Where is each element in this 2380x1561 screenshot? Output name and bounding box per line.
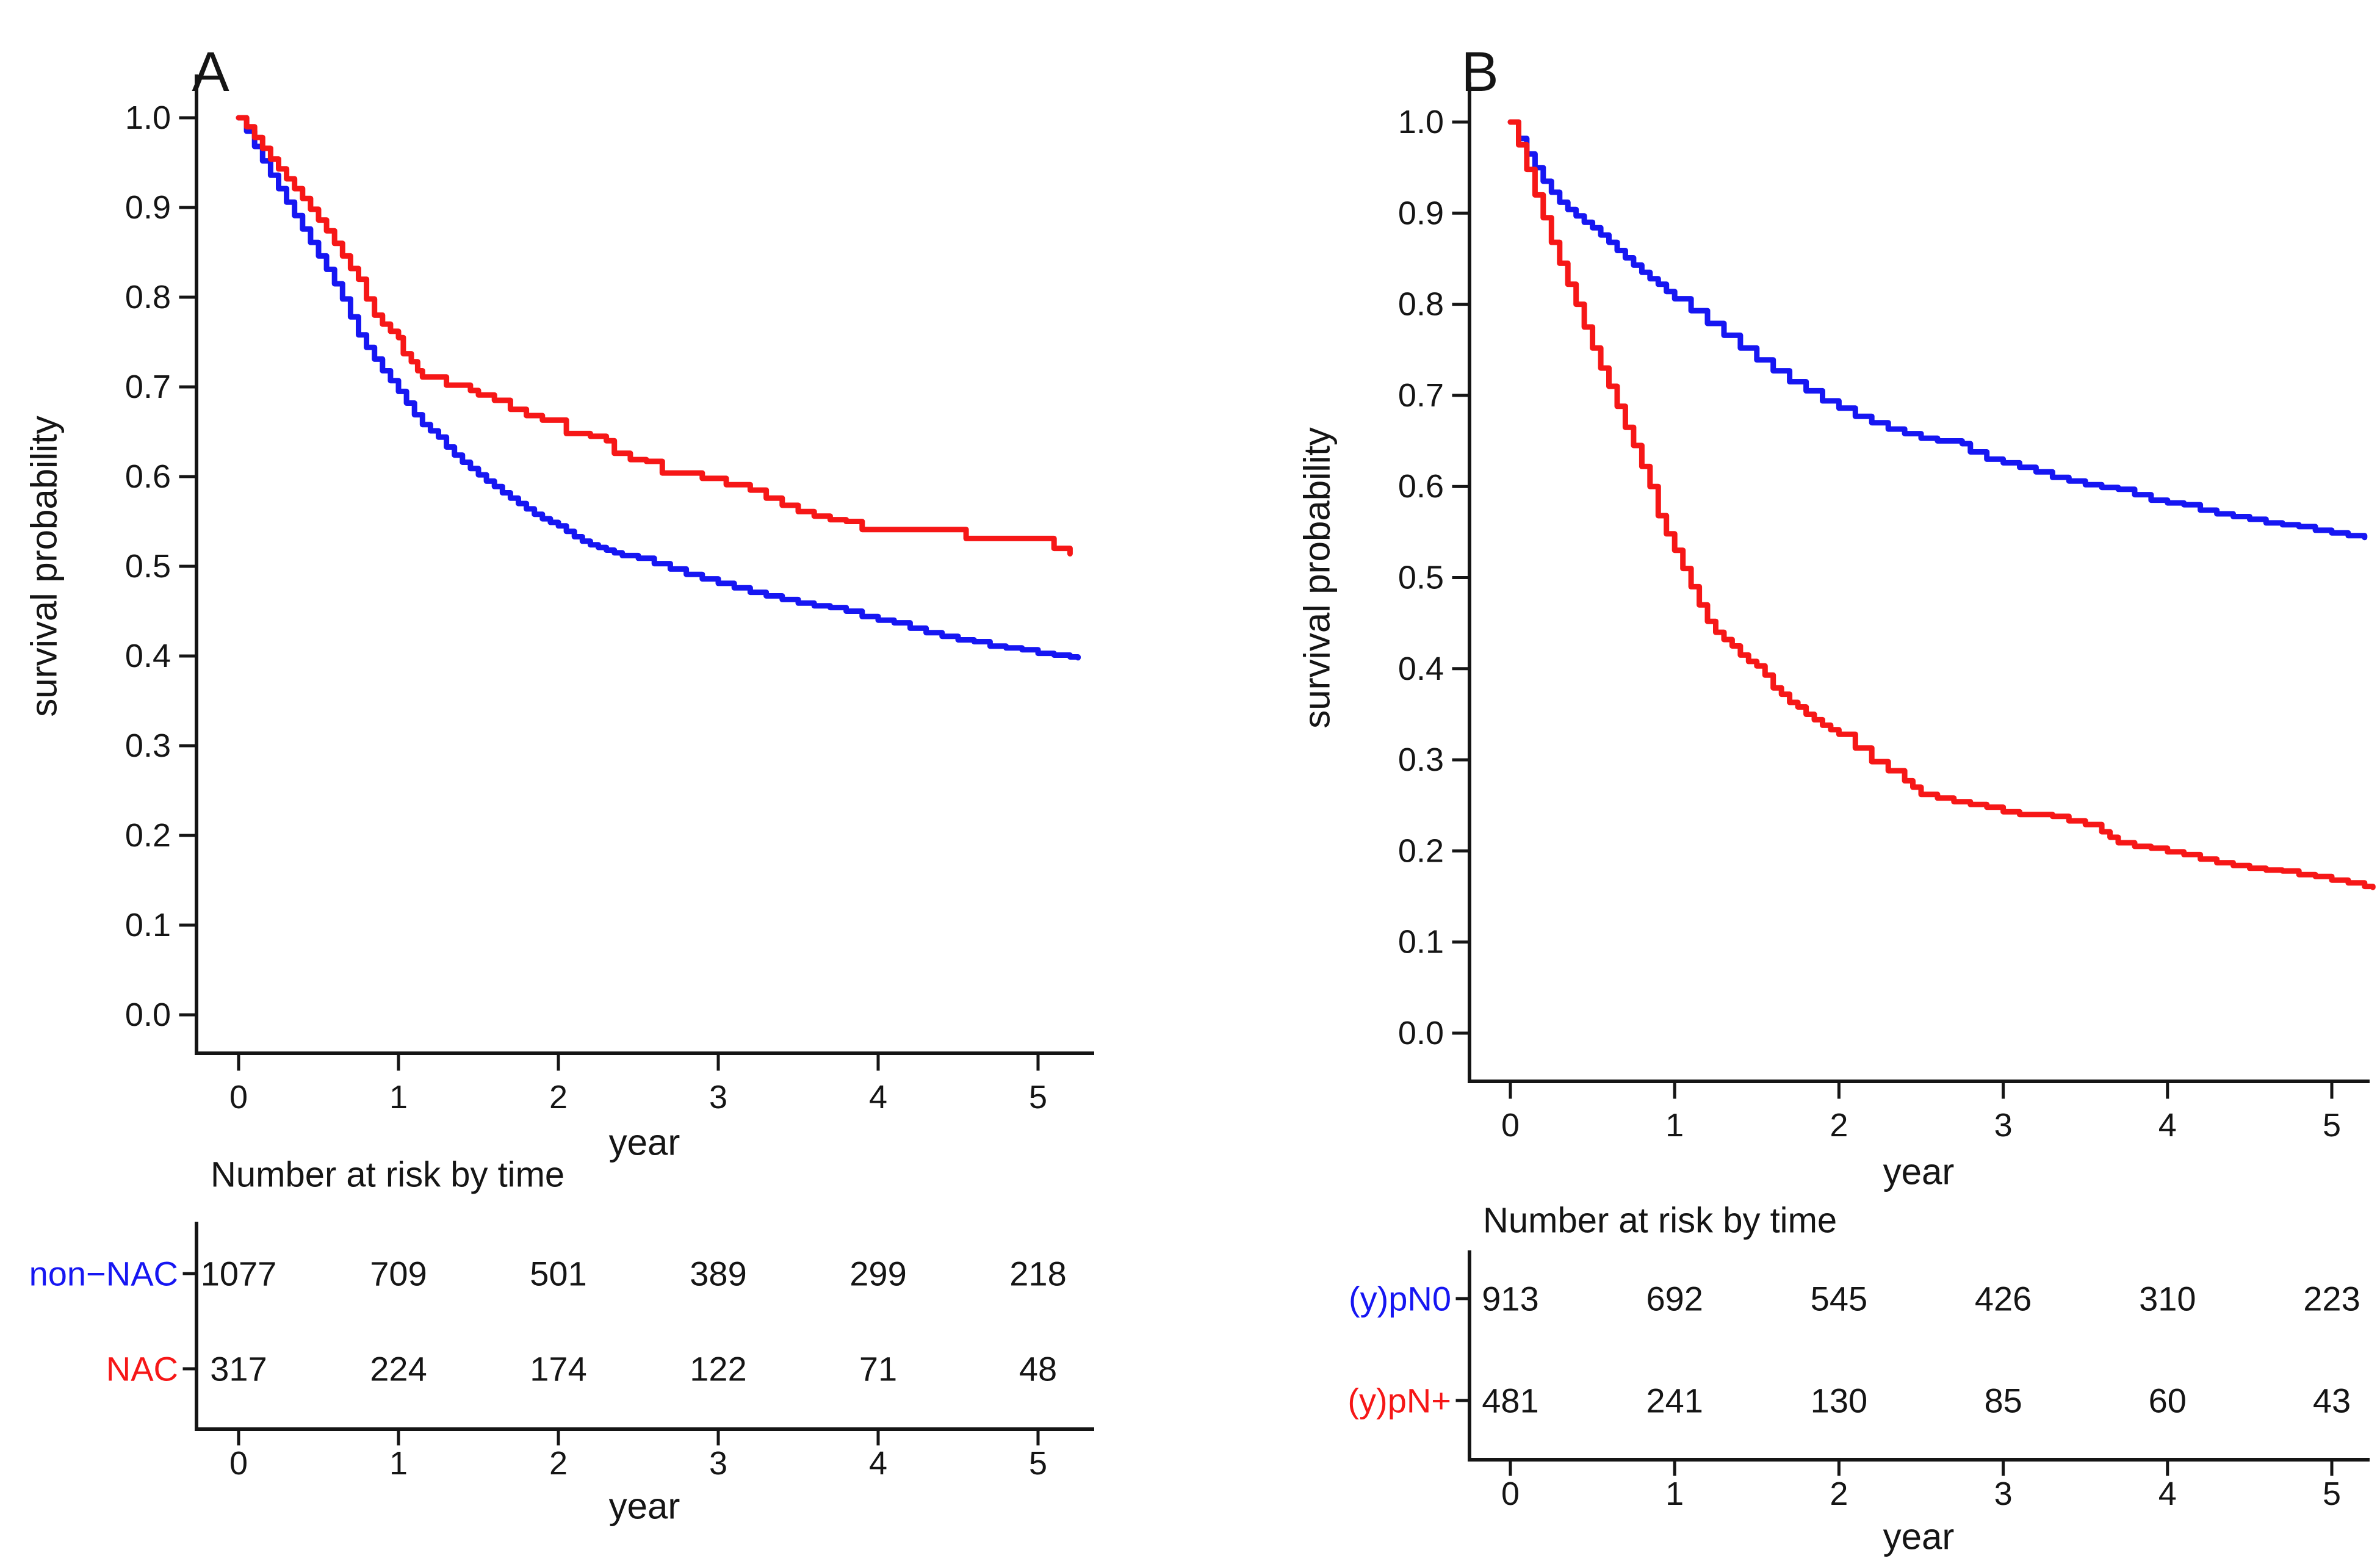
risk-count: 43 [2313, 1382, 2351, 1420]
risk-count: 545 [1811, 1280, 1867, 1318]
panel-b: B 0.0 0.1 0.2 0.3 0.4 0.5 0.6 0.7 0.8 0.9 1.0 0 1 2 3 4 5… [1297, 41, 2376, 1557]
risk-count: 85 [1984, 1382, 2022, 1420]
y-tick-label: 0.5 [125, 548, 171, 585]
risk-x-tick-label: 2 [1830, 1476, 1848, 1512]
y-tick-label: 0.3 [125, 727, 171, 764]
risk-table-b: Number at risk by time 0 1 2 3 4 5 year (y)pN0 91… [1347, 1201, 2370, 1557]
y-tick-label: 0.2 [125, 817, 171, 854]
y-tick-label: 0.7 [125, 369, 171, 405]
risk-count: 426 [1975, 1280, 2032, 1318]
y-tick-label: 1.0 [125, 99, 171, 136]
risk-row-label: (y)pN+ [1347, 1382, 1451, 1420]
risk-count: 310 [2139, 1280, 2196, 1318]
x-tick-label: 3 [1994, 1107, 2013, 1144]
y-tick-label: 0.1 [125, 907, 171, 943]
y-axis-title: survival probability [24, 416, 65, 717]
risk-x-axis-title: year [609, 1486, 680, 1527]
risk-count: 481 [1482, 1382, 1538, 1420]
risk-count: 60 [2149, 1382, 2187, 1420]
risk-row-label: NAC [106, 1350, 178, 1388]
risk-x-tick-label: 1 [1665, 1476, 1684, 1512]
y-tick-label: 0.8 [1398, 286, 1444, 323]
risk-count: 299 [849, 1255, 906, 1293]
risk-count: 709 [370, 1255, 427, 1293]
x-tick-label: 1 [1665, 1107, 1684, 1144]
risk-count: 122 [690, 1350, 746, 1388]
y-tick-label: 0.0 [125, 997, 171, 1033]
risk-count: 317 [210, 1350, 267, 1388]
risk-count: 174 [530, 1350, 586, 1388]
risk-x-tick-label: 0 [229, 1445, 248, 1482]
x-tick-label: 5 [2323, 1107, 2341, 1144]
risk-x-tick-label: 5 [2323, 1476, 2341, 1512]
x-axis-title: year [1883, 1152, 1955, 1192]
risk-x-tick-label: 0 [1501, 1476, 1520, 1512]
curve-group2 [1507, 119, 2376, 890]
panel-letter-b: B [1461, 41, 1498, 103]
risk-table-title: Number at risk by time [211, 1155, 564, 1195]
y-tick-label: 0.7 [1398, 377, 1444, 414]
curve-group1 [1507, 119, 2368, 541]
risk-count: 218 [1009, 1255, 1066, 1293]
x-tick-label: 1 [389, 1079, 408, 1116]
y-tick-label: 0.3 [1398, 741, 1444, 778]
risk-count: 241 [1646, 1382, 1703, 1420]
risk-table-a: Number at risk by time 0 1 2 3 4 5 year non−NAC 1… [29, 1155, 1094, 1527]
y-tick-label: 1.0 [1398, 104, 1444, 140]
panel-a: A0.00.10.20.30.40.50.60.70.80.91.00 1 2 3 4 5… [24, 41, 1094, 1527]
y-tick-label: 0.4 [125, 638, 171, 674]
risk-row-label: non−NAC [29, 1255, 178, 1293]
risk-x-tick-label: 3 [1994, 1476, 2013, 1512]
risk-count: 913 [1482, 1280, 1538, 1318]
y-tick-label: 0.1 [1398, 924, 1444, 961]
risk-count: 130 [1811, 1382, 1867, 1420]
y-tick-label: 0.0 [1398, 1015, 1444, 1051]
y-tick-label: 0.6 [125, 458, 171, 495]
risk-count: 223 [2303, 1280, 2360, 1318]
risk-count: 224 [370, 1350, 427, 1388]
risk-count: 389 [690, 1255, 746, 1293]
risk-count: 501 [530, 1255, 586, 1293]
y-tick-label: 0.5 [1398, 560, 1444, 596]
y-tick-label: 0.9 [1398, 195, 1444, 231]
y-tick-label: 0.2 [1398, 832, 1444, 869]
risk-x-tick-label: 3 [709, 1445, 727, 1482]
risk-x-tick-label: 5 [1029, 1445, 1047, 1482]
x-axis-title: year [609, 1122, 680, 1163]
x-tick-label: 0 [1501, 1107, 1520, 1144]
y-tick-label: 0.4 [1398, 651, 1444, 687]
curve-group1 [236, 115, 1081, 661]
risk-count: 71 [859, 1350, 897, 1388]
risk-count: 1077 [201, 1255, 277, 1293]
x-tick-label: 2 [549, 1079, 568, 1116]
risk-table-title: Number at risk by time [1483, 1201, 1837, 1241]
x-tick-label: 2 [1830, 1107, 1848, 1144]
risk-x-tick-label: 4 [869, 1445, 887, 1482]
x-tick-label: 4 [869, 1079, 887, 1116]
risk-x-tick-label: 4 [2158, 1476, 2177, 1512]
risk-x-axis-title: year [1883, 1516, 1955, 1557]
y-axis-title: survival probability [1297, 427, 1338, 729]
risk-count: 48 [1019, 1350, 1057, 1388]
risk-x-tick-label: 1 [389, 1445, 408, 1482]
y-tick-label: 0.9 [125, 189, 171, 226]
risk-count: 692 [1646, 1280, 1703, 1318]
x-tick-label: 0 [229, 1079, 248, 1116]
risk-row-label: (y)pN0 [1349, 1280, 1451, 1318]
curve-group2 [236, 115, 1073, 557]
y-tick-label: 0.8 [125, 279, 171, 315]
x-tick-label: 3 [709, 1079, 727, 1116]
y-tick-label: 0.6 [1398, 468, 1444, 505]
risk-x-tick-label: 2 [549, 1445, 568, 1482]
x-tick-label: 4 [2158, 1107, 2177, 1144]
x-tick-label: 5 [1029, 1079, 1047, 1116]
